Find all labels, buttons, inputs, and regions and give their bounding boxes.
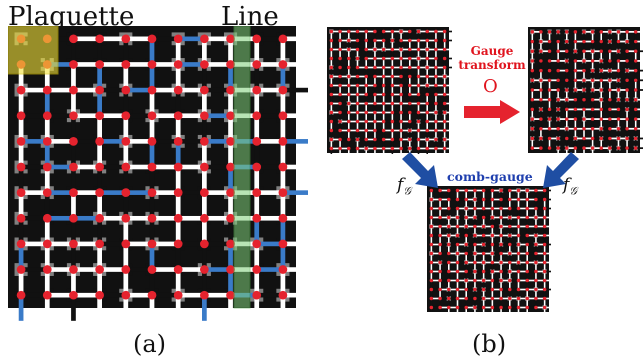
lattice-configuration-a [8, 26, 308, 321]
f-g-right-sub: 𝒢 [569, 184, 578, 198]
gauge-label-line2: transform [458, 58, 526, 72]
gauge-label-line1: Gauge [470, 44, 514, 58]
comb-gauge-arrow-right [543, 152, 579, 188]
gauge-transform-arrow [464, 100, 520, 124]
caption-b: (b) [472, 330, 507, 358]
f-g-left-label: f𝒢 [397, 175, 411, 198]
caption-a: (a) [133, 330, 167, 358]
lattice-comb-gauge [427, 186, 551, 312]
comb-gauge-label: comb-gauge [447, 169, 533, 184]
lattice-original [327, 27, 452, 154]
f-g-left-f: f [397, 175, 404, 195]
lattice-gauge-transformed [528, 27, 643, 153]
f-g-right-f: f [563, 175, 570, 195]
operator-symbol: O [483, 76, 498, 97]
gauge-transform-label: Gauge transform [452, 44, 532, 72]
comb-gauge-arrow-left [402, 152, 438, 188]
f-g-right-label: f𝒢 [563, 175, 577, 198]
f-g-left-sub: 𝒢 [403, 184, 412, 198]
